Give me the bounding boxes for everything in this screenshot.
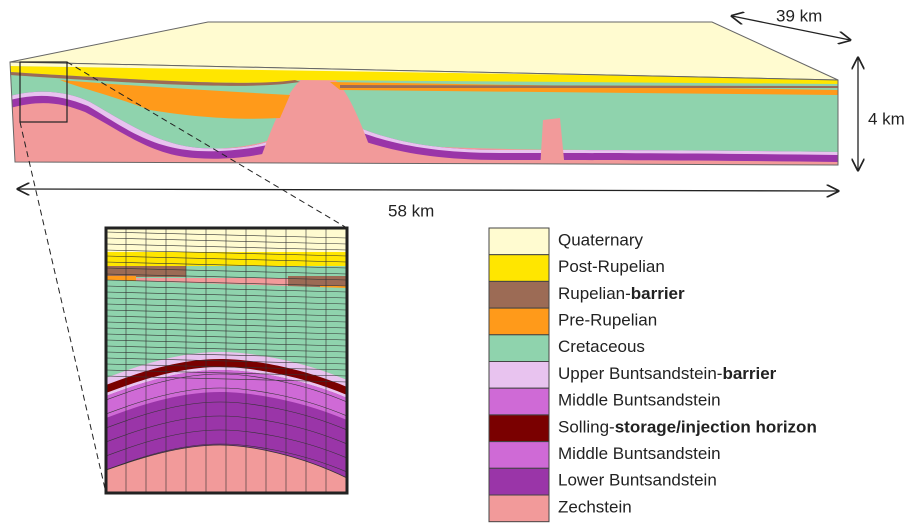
grid-line [106,369,347,377]
legend-label: Pre-Rupelian [558,311,657,330]
grid-line [106,267,347,275]
grid-line [106,415,347,445]
legend-label: Middle Buntsandstein [558,444,721,463]
grid-line [106,261,347,269]
inset-zoom [106,228,347,493]
legend-swatch [488,361,550,389]
grid-line [106,243,347,251]
legend-swatch [488,387,550,416]
legend-swatch [488,414,550,443]
legend-text-bold: storage/injection horizon [615,418,817,437]
dimension-label: 39 km [776,6,822,25]
legend-swatch [488,280,550,309]
legend-label: Post-Rupelian [558,258,665,277]
grid-line [106,237,347,245]
grid-line [106,351,347,359]
grid-line [106,375,347,383]
grid-line [106,279,347,287]
legend-text: Middle Buntsandstein [558,444,721,463]
grid-line [106,315,347,323]
legend-label: Middle Buntsandstein [558,391,721,410]
grid-line [106,387,347,417]
legend-label: Solling-storage/injection horizon [558,418,817,437]
legend-label: Upper Buntsandstein-barrier [558,364,777,383]
grid-line [106,363,347,371]
grid-line [106,321,347,329]
legend-swatch [488,307,550,336]
grid-line [106,249,347,257]
legend-text-bold: barrier [631,284,685,303]
legend-label: Lower Buntsandstein [558,471,717,490]
legend-swatch [488,254,550,282]
legend-label: Quaternary [558,231,644,250]
dimension-label: 4 km [868,109,905,128]
grid-line [106,327,347,335]
grid-line [106,291,347,299]
legend-swatch [488,494,550,523]
legend-swatch [488,467,550,496]
grid-line [106,339,347,347]
grid-line [106,297,347,305]
legend-text: Upper Buntsandstein- [558,364,722,383]
legend-text: Zechstein [558,498,632,517]
grid-line [106,285,347,293]
grid-line [106,303,347,311]
grid-line [106,443,347,473]
dimension-arrows: 39 km 4 km 58 km [18,6,905,220]
grid-line [106,444,347,479]
legend: Quaternary Post-Rupelian Rupelian-barrier P… [488,227,817,523]
grid-line [106,309,347,317]
grid-line [106,357,347,365]
legend-label: Zechstein [558,498,632,517]
grid-line [106,231,347,239]
legend-swatch [488,227,550,256]
legend-text: Post-Rupelian [558,258,665,277]
grid-line [106,401,347,431]
legend-text: Solling- [558,418,615,437]
grid-line [106,345,347,353]
dimension-label: 58 km [388,201,434,220]
legend-text-bold: barrier [722,364,776,383]
legend-text: Rupelian- [558,284,631,303]
grid-line [106,273,347,281]
legend-text: Middle Buntsandstein [558,391,721,410]
grid-line [106,333,347,341]
legend-swatch [488,334,550,362]
legend-text: Quaternary [558,231,644,250]
legend-label: Rupelian-barrier [558,284,685,303]
grid-line [106,255,347,263]
inset-frame [104,226,349,495]
legend-swatch [488,441,550,469]
legend-text: Cretaceous [558,338,645,357]
legend-text: Lower Buntsandstein [558,471,717,490]
legend-label: Cretaceous [558,338,645,357]
grid-line [106,429,347,459]
grid-line [106,373,347,403]
legend-text: Pre-Rupelian [558,311,657,330]
block-model [9,21,839,494]
